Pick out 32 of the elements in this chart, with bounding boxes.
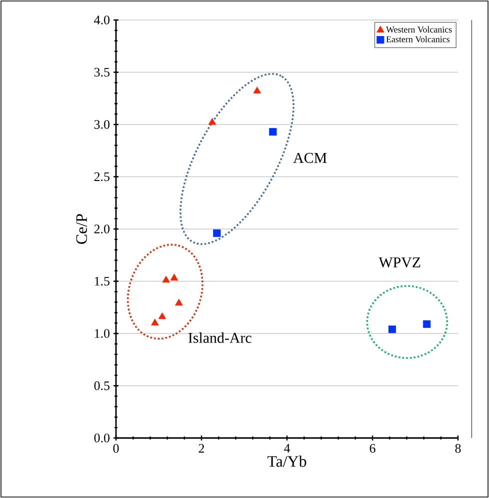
point xyxy=(170,274,178,280)
y-tick-label: 3.0 xyxy=(94,120,110,129)
point xyxy=(253,86,261,94)
x-tick-label: 2 xyxy=(198,444,204,453)
point xyxy=(269,128,277,136)
point xyxy=(162,276,170,282)
x-axis-title: Ta/Yb xyxy=(267,456,306,467)
y-tick-label: 2.0 xyxy=(94,224,110,234)
y-tick-label: 0.0 xyxy=(94,434,110,442)
x-tick-label: 0 xyxy=(113,444,119,453)
point xyxy=(388,326,396,334)
x-tick-label: 6 xyxy=(370,444,376,453)
point xyxy=(158,312,166,320)
legend-label: Eastern Volcanics xyxy=(386,36,450,42)
y-tick-label: 2.5 xyxy=(94,172,110,182)
y-axis-title: Ce/P xyxy=(76,214,87,244)
point xyxy=(175,298,183,306)
y-tick-label: 4.0 xyxy=(94,16,110,24)
annotation: ACM xyxy=(293,152,327,163)
x-tick-label: 4 xyxy=(284,444,290,453)
y-tick-label: 0.5 xyxy=(94,381,110,390)
point xyxy=(213,229,221,237)
point xyxy=(208,118,216,125)
legend-label: Western Volcanics xyxy=(386,26,452,33)
annotation: WPVZ xyxy=(378,257,420,268)
y-tick-label: 1.0 xyxy=(94,329,110,338)
annotation: Island-Arc xyxy=(188,332,252,343)
y-tick-label: 1.5 xyxy=(94,276,110,286)
x-tick-label: 8 xyxy=(455,444,461,453)
point xyxy=(151,318,159,326)
point xyxy=(423,320,431,328)
y-tick-label: 3.5 xyxy=(94,68,110,77)
